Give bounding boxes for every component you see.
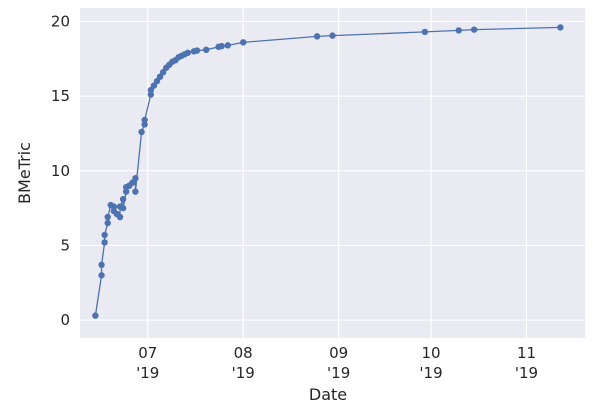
data-point: [138, 128, 145, 136]
data-point: [104, 213, 111, 221]
data-point: [132, 188, 139, 195]
data-point: [98, 272, 105, 279]
data-point: [455, 27, 462, 34]
data-point: [147, 91, 155, 98]
y-tick-label: 15: [51, 87, 70, 105]
data-point: [193, 47, 201, 54]
data-point: [119, 204, 127, 212]
data-point: [557, 24, 564, 31]
data-point: [129, 179, 136, 186]
data-point: [156, 73, 164, 80]
data-point: [329, 32, 336, 39]
data-point: [224, 42, 232, 49]
data-point: [184, 49, 191, 56]
x-tick-label: 07'19: [136, 344, 159, 382]
data-point: [132, 175, 139, 182]
data-point: [203, 46, 210, 54]
data-point: [150, 82, 158, 89]
y-tick-label: 20: [51, 12, 70, 30]
data-point: [240, 39, 247, 46]
x-tick-label: 09'19: [327, 344, 350, 382]
data-point: [92, 312, 99, 319]
grid: [80, 8, 585, 338]
data-point: [110, 203, 118, 210]
data-point: [313, 33, 321, 40]
x-tick-label: 10'19: [419, 344, 442, 382]
x-tick-label: 08'19: [232, 344, 255, 382]
data-point: [153, 77, 161, 85]
y-tick-label: 10: [51, 162, 70, 180]
y-axis-label: BMeTric: [15, 142, 34, 204]
data-point: [101, 239, 108, 246]
data-point: [141, 121, 148, 128]
data-point: [470, 26, 478, 33]
data-point: [122, 188, 130, 195]
data-point: [218, 42, 225, 50]
data-point: [98, 261, 105, 269]
x-tick-label: 11'19: [515, 344, 538, 382]
y-tick-label: 0: [60, 311, 70, 329]
plot-area: [80, 8, 585, 338]
data-point: [421, 28, 429, 36]
data-point: [119, 195, 127, 203]
data-point: [141, 116, 148, 124]
data-point: [101, 231, 108, 239]
data-point: [147, 86, 155, 94]
y-tick-label: 5: [60, 236, 70, 254]
x-axis-label: Date: [309, 385, 347, 404]
data-point: [104, 219, 111, 227]
data-point: [116, 213, 124, 221]
data-point: [159, 69, 167, 76]
